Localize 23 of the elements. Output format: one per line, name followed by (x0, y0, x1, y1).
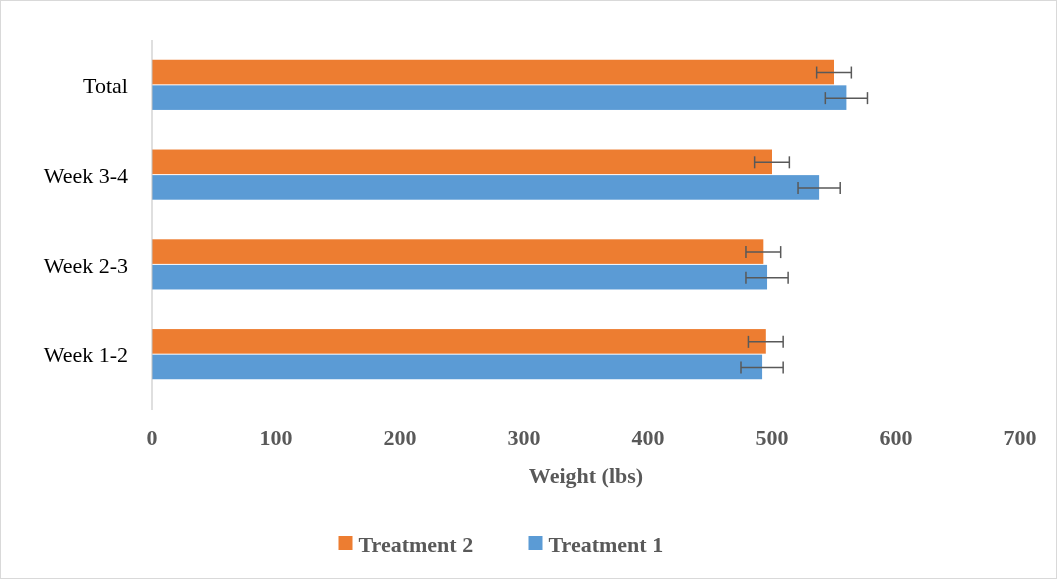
x-axis-title: Weight (lbs) (528, 463, 644, 488)
legend-label: Treatment 1 (548, 531, 664, 557)
x-tick-label: 400 (631, 425, 665, 450)
bar (152, 329, 766, 354)
bar (152, 264, 768, 290)
x-tick-label: 700 (1003, 425, 1037, 450)
y-tick-label: Total (83, 73, 128, 99)
y-tick-label: Week 2-3 (43, 252, 128, 278)
x-tick-label: 100 (259, 425, 293, 450)
x-tick-label: 300 (507, 425, 541, 450)
bar (152, 354, 763, 380)
x-tick-label: 0 (146, 425, 158, 450)
x-tick-label: 600 (879, 425, 913, 450)
bar (152, 85, 847, 110)
bar (152, 175, 820, 200)
y-tick-label: Week 3-4 (43, 162, 128, 188)
bar (152, 59, 834, 85)
bar (152, 149, 772, 175)
x-tick-label: 500 (755, 425, 789, 450)
legend-label: Treatment 2 (358, 531, 474, 557)
x-tick-label: 200 (383, 425, 417, 450)
bar (152, 239, 764, 264)
y-tick-label: Week 1-2 (43, 342, 128, 368)
